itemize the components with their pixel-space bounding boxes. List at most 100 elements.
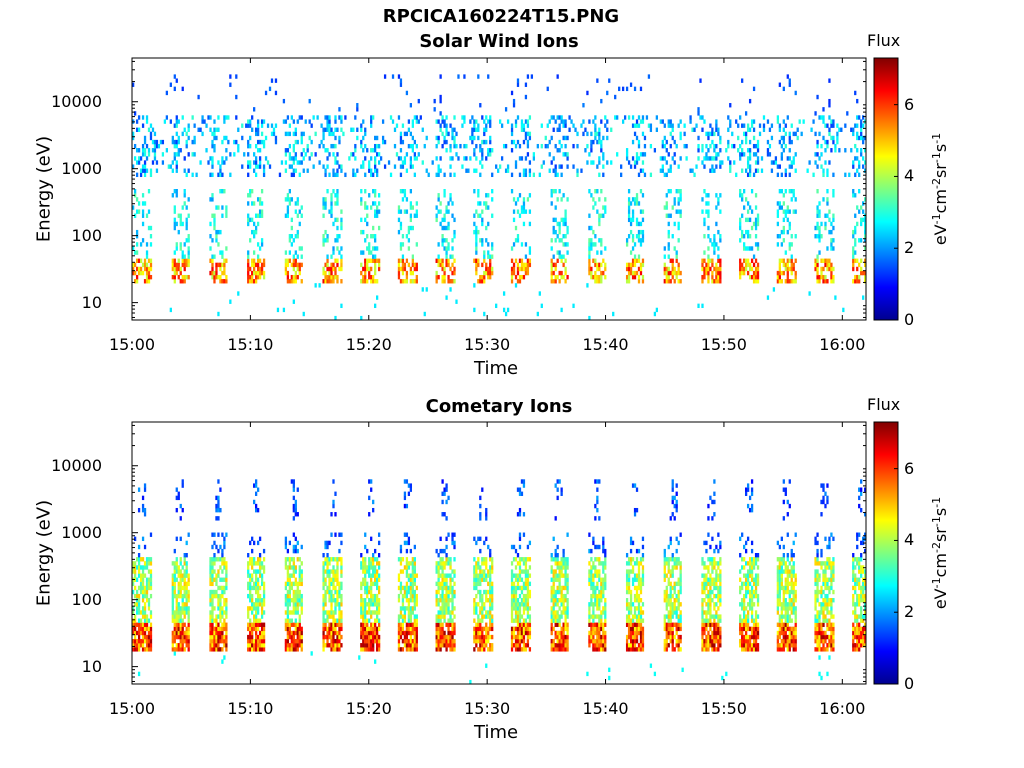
heatmap-cell [175, 602, 178, 607]
heatmap-cell [485, 225, 488, 231]
heatmap-cell [487, 598, 490, 603]
heatmap-cell [856, 156, 859, 161]
heatmap-cell [729, 160, 732, 165]
heatmap-cell [376, 610, 379, 615]
heatmap-cell [445, 536, 448, 542]
heatmap-cell [475, 626, 478, 632]
heatmap-cell [183, 274, 186, 280]
heatmap-cell [663, 143, 666, 149]
heatmap-cell [858, 164, 861, 169]
heatmap-cell [338, 250, 341, 255]
heatmap-cell [324, 622, 327, 627]
heatmap-cell [514, 123, 518, 128]
heatmap-cell [475, 573, 478, 578]
heatmap-cell [334, 115, 337, 120]
heatmap-cell [822, 279, 825, 284]
heatmap-cell [334, 643, 337, 648]
heatmap-cell [135, 209, 139, 214]
heatmap-cell [171, 573, 174, 578]
heatmap-cell [522, 634, 526, 640]
heatmap-cell [663, 279, 666, 284]
heatmap-cell [522, 618, 526, 623]
heatmap-cell [756, 217, 760, 223]
heatmap-cell [483, 634, 486, 640]
heatmap-cell [217, 643, 220, 648]
heatmap-cell [251, 557, 254, 562]
heatmap-cell [175, 246, 178, 251]
heatmap-cell [322, 638, 325, 644]
heatmap-cell [754, 221, 758, 227]
heatmap-cell [437, 193, 440, 198]
heatmap-cell [328, 119, 331, 124]
heatmap-cell [445, 250, 448, 255]
heatmap-cell [475, 630, 478, 636]
heatmap-cell [447, 242, 450, 247]
heatmap-cell [401, 254, 405, 259]
heatmap-cell [407, 577, 411, 582]
heatmap-cell [826, 279, 829, 284]
heatmap-cell [332, 172, 335, 178]
heatmap-cell [209, 246, 212, 251]
heatmap-cell [832, 274, 835, 280]
heatmap-cell [364, 589, 367, 595]
heatmap-cell [832, 193, 835, 198]
heatmap-cell [145, 262, 149, 268]
heatmap-cell [477, 127, 480, 132]
heatmap-cell [298, 262, 301, 268]
heatmap-cell [715, 119, 718, 124]
heatmap-cell [481, 606, 484, 611]
heatmap-cell [403, 565, 407, 570]
heatmap-cell [770, 160, 774, 165]
heatmap-cell [135, 250, 139, 255]
heatmap-cell [826, 213, 829, 218]
heatmap-cell [524, 156, 528, 161]
heatmap-cell [187, 630, 190, 636]
heatmap-cell [552, 229, 555, 235]
heatmap-cell [187, 610, 190, 615]
heatmap-cell [338, 107, 341, 112]
heatmap-cell [403, 585, 407, 591]
solar-wind-heatmap [132, 74, 867, 321]
heatmap-cell [788, 156, 791, 161]
heatmap-cell [701, 143, 704, 149]
heatmap-cell [554, 217, 557, 223]
heatmap-cell [171, 630, 174, 636]
heatmap-cell [223, 638, 226, 644]
heatmap-cell [292, 573, 295, 578]
heatmap-cell [524, 598, 528, 603]
heatmap-cell [374, 156, 377, 161]
heatmap-cell [522, 123, 526, 128]
heatmap-cell [133, 213, 137, 218]
heatmap-cell [443, 139, 446, 145]
heatmap-cell [524, 254, 528, 259]
heatmap-cell [588, 266, 591, 272]
heatmap-cell [447, 225, 450, 231]
heatmap-cell [443, 548, 446, 554]
heatmap-cell [364, 544, 367, 550]
heatmap-cell [512, 626, 516, 632]
heatmap-cell [520, 622, 524, 627]
heatmap-cell [491, 618, 494, 623]
heatmap-cell [502, 307, 506, 313]
heatmap-cell [415, 602, 418, 607]
heatmap-cell [516, 197, 520, 202]
heatmap-cell [399, 164, 403, 169]
heatmap-cell [149, 573, 153, 578]
heatmap-cell [397, 266, 401, 272]
heatmap-cell [776, 115, 780, 120]
heatmap-cell [625, 156, 629, 161]
heatmap-cell [149, 561, 153, 566]
heatmap-cell [479, 103, 482, 108]
heatmap-cell [340, 557, 343, 562]
heatmap-cell [477, 262, 480, 268]
heatmap-cell [334, 135, 337, 141]
heatmap-cell [752, 274, 756, 280]
heatmap-cell [362, 606, 365, 611]
heatmap-cell [179, 573, 182, 578]
heatmap-cell [481, 217, 484, 223]
heatmap-cell [437, 135, 440, 141]
heatmap-cell [213, 270, 216, 276]
heatmap-cell [149, 262, 153, 268]
heatmap-cell [360, 189, 363, 194]
heatmap-cell [294, 622, 297, 627]
